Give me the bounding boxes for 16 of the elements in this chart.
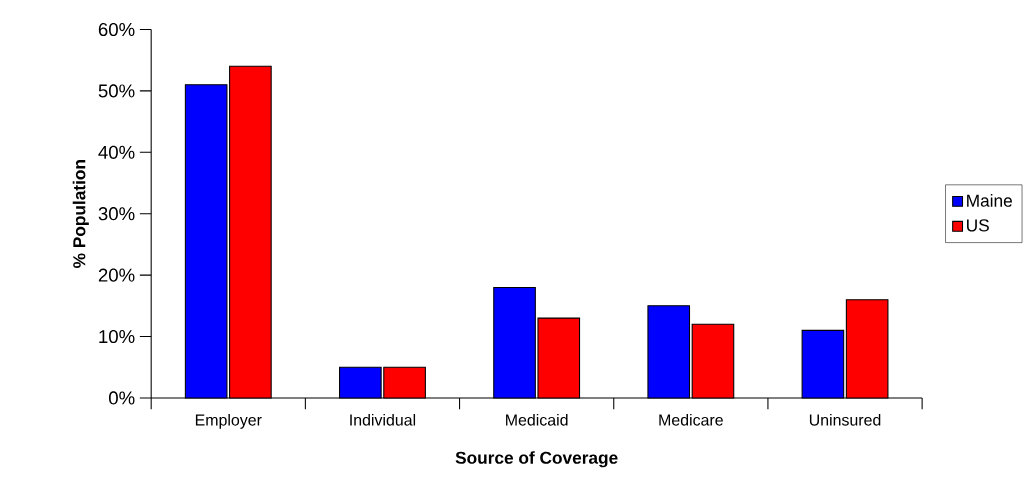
- y-tick-label: 10%: [99, 329, 135, 344]
- x-axis-title: Source of Coverage: [455, 451, 618, 468]
- y-tick-label: 50%: [98, 84, 135, 98]
- y-axis-title: % Population: [72, 160, 89, 268]
- legend-label: US: [967, 219, 989, 232]
- x-tick-label: Uninsured: [809, 413, 881, 426]
- x-tick-label: Medicare: [659, 413, 723, 426]
- y-tick-label: 40%: [98, 145, 135, 159]
- x-tick-label: Employer: [195, 413, 262, 429]
- y-tick-label: 0%: [109, 391, 135, 405]
- y-tick-label: 30%: [98, 207, 135, 221]
- legend-label: Maine: [967, 194, 1012, 207]
- x-tick-label: Medicaid: [506, 413, 568, 426]
- y-tick-label: 60%: [98, 22, 135, 37]
- x-tick-label: Individual: [350, 413, 416, 426]
- y-tick-label: 20%: [98, 268, 135, 282]
